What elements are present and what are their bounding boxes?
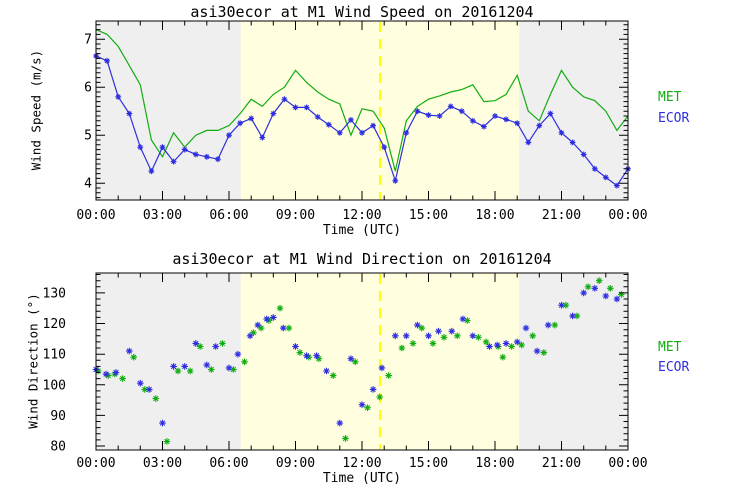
wind-speed-xlabel: Time (UTC): [322, 223, 402, 238]
speed-x-tick-label: 06:00: [209, 208, 248, 223]
speed-y-tick-label: 7: [84, 33, 92, 48]
wind-direction-ylabel: Wind Direction (°): [25, 293, 41, 429]
speed-y-tick-label: 5: [84, 129, 92, 144]
direction-x-tick-label: 00:00: [608, 456, 647, 471]
speed-x-tick-label: 21:00: [542, 208, 581, 223]
wind-direction-xlabel: Time (UTC): [322, 471, 402, 486]
speed-x-tick-label: 18:00: [475, 208, 514, 223]
direction-y-tick-label: 100: [43, 378, 66, 393]
wind-speed-ylabel: Wind Speed (m/s): [28, 49, 44, 171]
speed-x-tick-label: 12:00: [342, 208, 381, 223]
direction-ticks: [95, 273, 629, 450]
direction-x-tick-label: 09:00: [276, 456, 315, 471]
speed-x-tick-label: 00:00: [608, 208, 647, 223]
direction-y-tick-label: 90: [50, 409, 66, 424]
direction-x-tick-label: 00:00: [76, 456, 115, 471]
wind-direction-title: asi30ecor at M1 Wind Direction on 201612…: [172, 250, 552, 268]
speed-y-tick-label: 6: [84, 81, 92, 96]
legend-ecor-direction: ECOR: [658, 360, 690, 375]
speed-ticks: [95, 21, 629, 200]
direction-x-tick-label: 15:00: [409, 456, 448, 471]
direction-y-tick-label: 110: [43, 348, 66, 363]
direction-x-tick-label: 18:00: [475, 456, 514, 471]
legend-met-direction: MET: [658, 340, 682, 355]
wind-speed-title: asi30ecor at M1 Wind Speed on 20161204: [190, 3, 534, 21]
legend-ecor-speed: ECOR: [658, 111, 690, 126]
speed-x-tick-label: 09:00: [276, 208, 315, 223]
speed-y-tick-label: 4: [84, 177, 92, 192]
direction-y-tick-label: 80: [50, 440, 66, 455]
direction-x-tick-label: 12:00: [342, 456, 381, 471]
speed-x-tick-label: 00:00: [76, 208, 115, 223]
legend-met-speed: MET: [658, 90, 682, 105]
direction-y-tick-label: 120: [43, 317, 66, 332]
direction-x-tick-label: 21:00: [542, 456, 581, 471]
direction-y-tick-label: 130: [43, 286, 66, 301]
direction-x-tick-label: 06:00: [209, 456, 248, 471]
speed-x-tick-label: 03:00: [143, 208, 182, 223]
speed-x-tick-label: 15:00: [409, 208, 448, 223]
direction-x-tick-label: 03:00: [143, 456, 182, 471]
